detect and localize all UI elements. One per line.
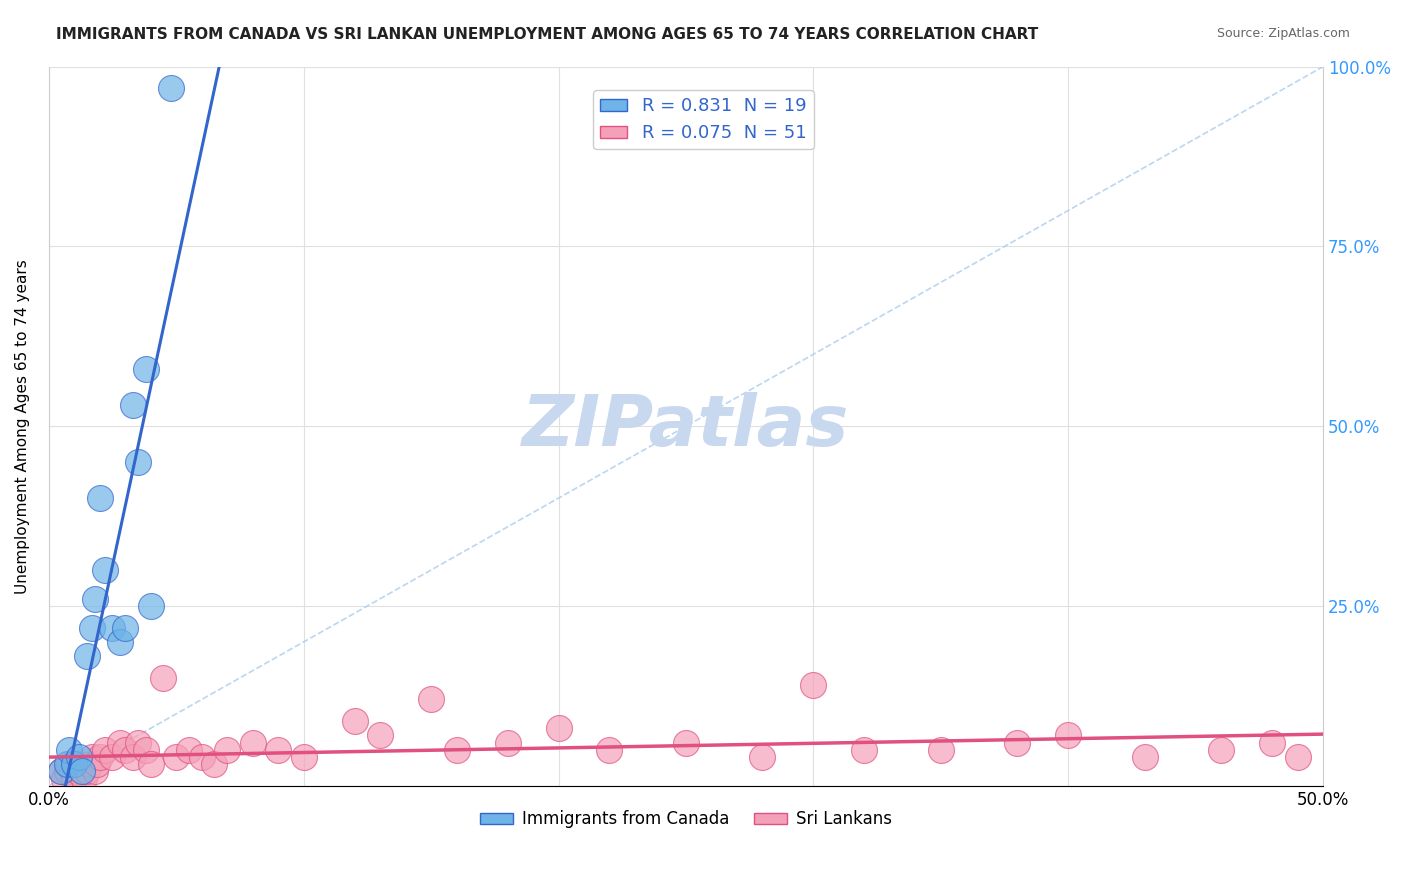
Point	[89, 491, 111, 505]
Point	[1057, 728, 1080, 742]
Point	[598, 743, 620, 757]
Point	[853, 743, 876, 757]
Point	[139, 599, 162, 613]
Point	[368, 728, 391, 742]
Point	[58, 757, 80, 772]
Text: ZIPatlas: ZIPatlas	[522, 392, 849, 460]
Point	[76, 649, 98, 664]
Point	[675, 736, 697, 750]
Point	[51, 764, 73, 779]
Point	[1286, 750, 1309, 764]
Legend: Immigrants from Canada, Sri Lankans: Immigrants from Canada, Sri Lankans	[474, 804, 898, 835]
Point	[83, 591, 105, 606]
Point	[292, 750, 315, 764]
Point	[101, 621, 124, 635]
Point	[803, 678, 825, 692]
Point	[108, 736, 131, 750]
Point	[127, 736, 149, 750]
Point	[89, 750, 111, 764]
Point	[80, 750, 103, 764]
Point	[108, 635, 131, 649]
Point	[420, 692, 443, 706]
Point	[86, 757, 108, 772]
Point	[135, 743, 157, 757]
Point	[55, 757, 77, 772]
Point	[70, 764, 93, 779]
Point	[217, 743, 239, 757]
Point	[121, 398, 143, 412]
Point	[547, 721, 569, 735]
Point	[73, 772, 96, 786]
Point	[751, 750, 773, 764]
Point	[94, 743, 117, 757]
Point	[929, 743, 952, 757]
Text: IMMIGRANTS FROM CANADA VS SRI LANKAN UNEMPLOYMENT AMONG AGES 65 TO 74 YEARS CORR: IMMIGRANTS FROM CANADA VS SRI LANKAN UNE…	[56, 27, 1039, 42]
Point	[83, 764, 105, 779]
Point	[94, 563, 117, 577]
Point	[55, 764, 77, 779]
Point	[1007, 736, 1029, 750]
Point	[1261, 736, 1284, 750]
Point	[66, 764, 89, 779]
Point	[101, 750, 124, 764]
Point	[165, 750, 187, 764]
Point	[135, 361, 157, 376]
Point	[114, 743, 136, 757]
Point	[1133, 750, 1156, 764]
Point	[160, 81, 183, 95]
Point	[63, 772, 86, 786]
Point	[76, 764, 98, 779]
Point	[58, 743, 80, 757]
Point	[121, 750, 143, 764]
Point	[343, 714, 366, 728]
Point	[51, 764, 73, 779]
Point	[80, 621, 103, 635]
Point	[114, 621, 136, 635]
Text: Source: ZipAtlas.com: Source: ZipAtlas.com	[1216, 27, 1350, 40]
Point	[53, 772, 76, 786]
Point	[70, 764, 93, 779]
Point	[177, 743, 200, 757]
Point	[67, 757, 90, 772]
Y-axis label: Unemployment Among Ages 65 to 74 years: Unemployment Among Ages 65 to 74 years	[15, 259, 30, 593]
Point	[60, 764, 83, 779]
Point	[204, 757, 226, 772]
Point	[190, 750, 212, 764]
Point	[139, 757, 162, 772]
Point	[127, 455, 149, 469]
Point	[67, 750, 90, 764]
Point	[63, 757, 86, 772]
Point	[267, 743, 290, 757]
Point	[496, 736, 519, 750]
Point	[446, 743, 468, 757]
Point	[152, 671, 174, 685]
Point	[1211, 743, 1233, 757]
Point	[242, 736, 264, 750]
Point	[79, 757, 101, 772]
